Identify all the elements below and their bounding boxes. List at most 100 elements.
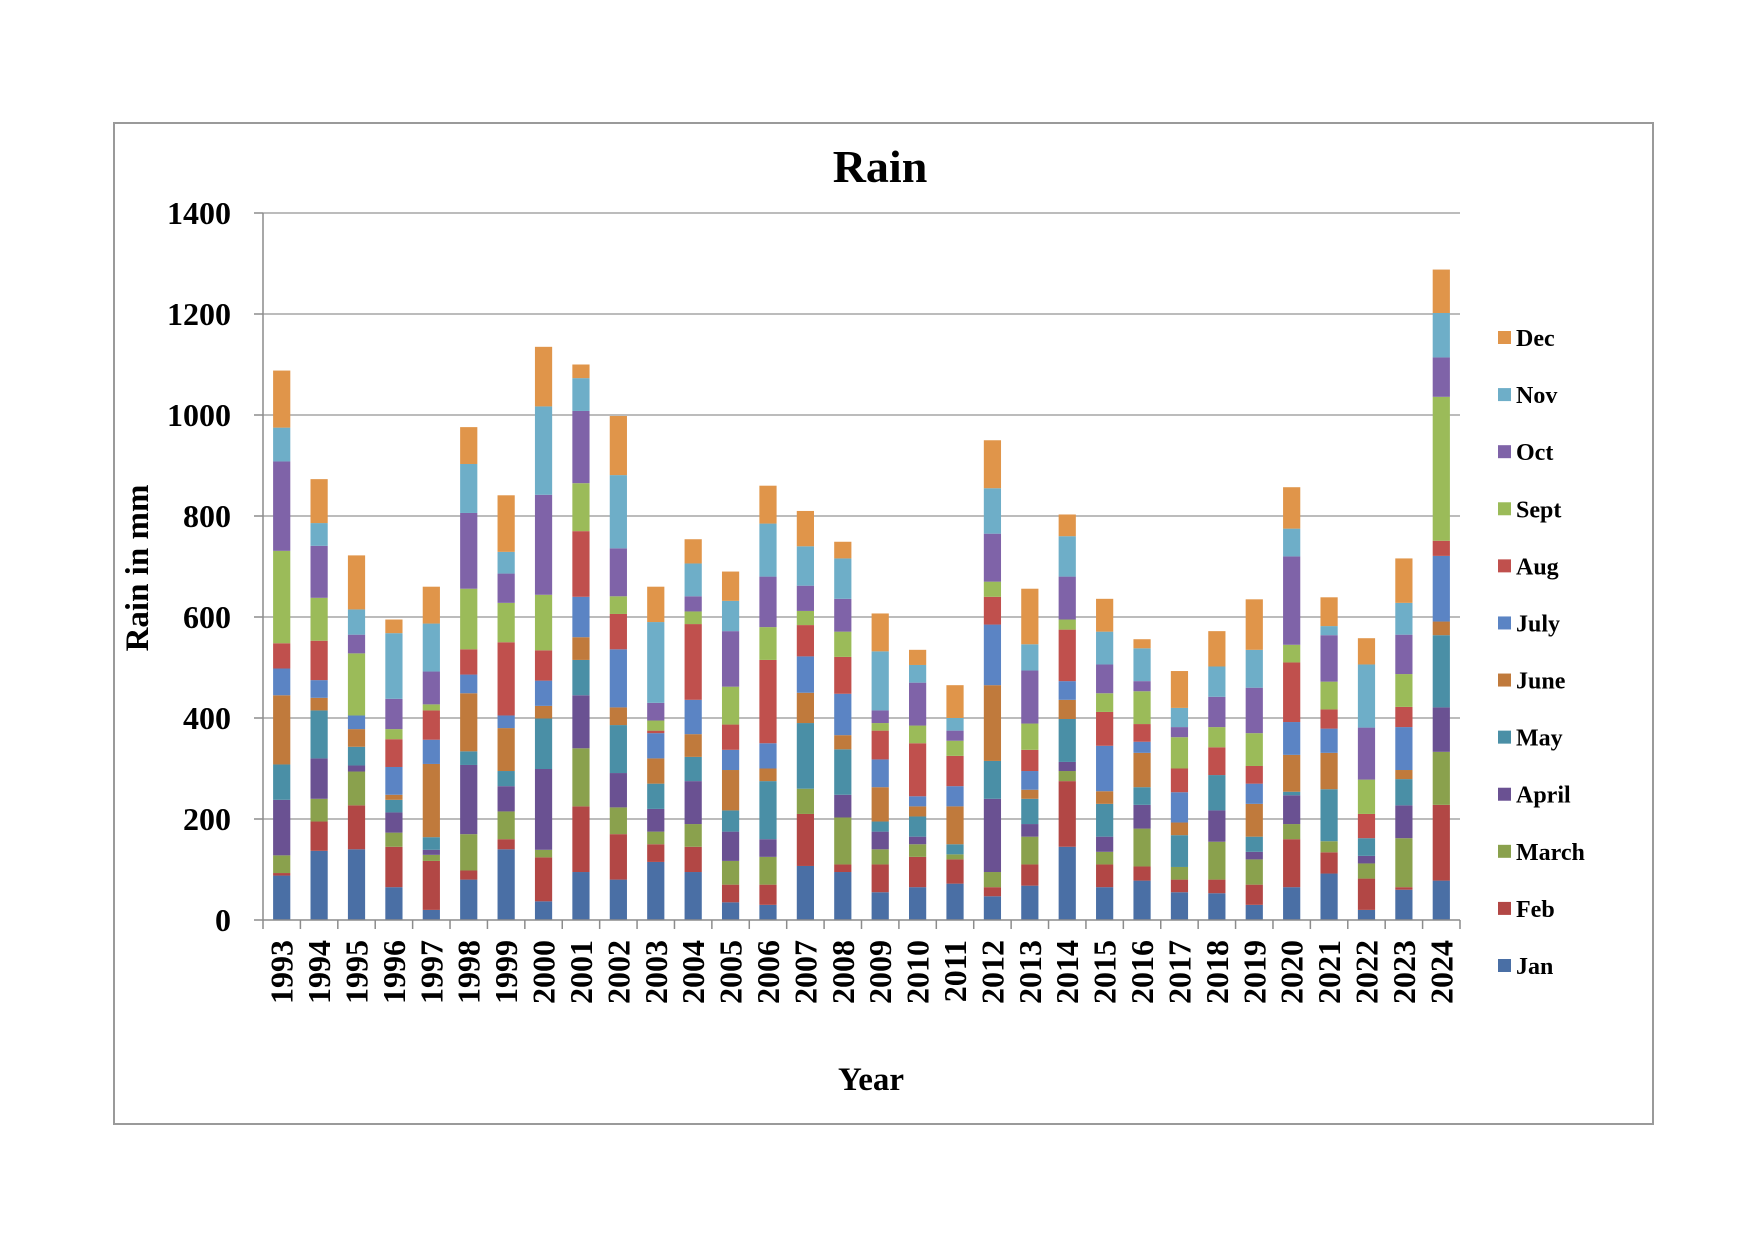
bar-june-1998 (460, 693, 478, 752)
bar-july-1997 (422, 739, 440, 764)
bar-jan-1995 (347, 849, 366, 920)
bar-feb-1998 (460, 870, 478, 880)
bar-may-2005 (721, 810, 740, 832)
bar-feb-2013 (1021, 864, 1039, 886)
legend-label: Sept (1516, 497, 1561, 523)
bar-stack-2024 (1432, 269, 1450, 920)
bar-march-2018 (1208, 841, 1226, 880)
bar-nov-1995 (347, 609, 366, 635)
legend-swatch (1498, 388, 1511, 402)
legend-item-april: April (1498, 783, 1571, 809)
legend-swatch (1498, 559, 1511, 573)
bar-july-2002 (609, 649, 627, 708)
bar-stack-2016 (1133, 639, 1151, 920)
legend-label: Dec (1516, 326, 1555, 352)
bar-march-2006 (759, 856, 777, 885)
bar-june-1997 (422, 763, 440, 838)
bar-feb-2022 (1357, 878, 1376, 910)
bar-july-2000 (534, 680, 553, 706)
bar-aug-2003 (647, 730, 665, 734)
bar-stack-1997 (422, 586, 440, 920)
bar-stack-1995 (347, 555, 366, 920)
bar-stack-2015 (1096, 598, 1114, 920)
bar-july-2005 (721, 749, 740, 771)
bar-aug-1998 (460, 649, 478, 675)
bar-feb-2001 (572, 806, 590, 873)
bar-dec-1997 (422, 586, 440, 624)
bar-sept-2022 (1357, 779, 1376, 814)
bar-feb-2009 (871, 864, 889, 893)
y-tick-label: 400 (183, 700, 231, 736)
bar-may-2001 (572, 659, 590, 696)
bar-oct-1997 (422, 671, 440, 705)
bar-sept-2019 (1245, 733, 1263, 766)
bar-may-2023 (1395, 779, 1413, 806)
bar-sept-2016 (1133, 691, 1151, 725)
bar-feb-2003 (647, 844, 665, 862)
bar-nov-2010 (909, 664, 927, 683)
x-tick-label: 2003 (638, 940, 674, 1004)
bar-may-1997 (422, 837, 440, 850)
legend-item-june: June (1498, 669, 1566, 695)
bar-june-1996 (385, 794, 403, 800)
bar-april-2023 (1395, 805, 1413, 839)
bar-dec-2007 (796, 510, 814, 547)
bar-dec-2020 (1283, 487, 1301, 529)
bar-aug-1996 (385, 739, 403, 767)
x-tick-label: 2002 (600, 940, 636, 1004)
bar-nov-2012 (983, 488, 1002, 534)
x-tick-label: 2017 (1161, 940, 1197, 1004)
bar-oct-1999 (497, 573, 515, 603)
x-tick-label: 2016 (1124, 940, 1160, 1004)
y-tick-label: 800 (183, 498, 231, 534)
bar-june-2000 (534, 705, 553, 719)
bar-nov-2007 (796, 546, 814, 586)
bar-may-2003 (647, 783, 665, 809)
bar-march-2009 (871, 849, 889, 865)
legend-label: June (1516, 669, 1566, 695)
bar-stack-1994 (310, 479, 328, 920)
bar-nov-2006 (759, 523, 777, 577)
bar-jan-2017 (1170, 892, 1189, 920)
bar-feb-2011 (946, 859, 964, 884)
bar-aug-1993 (273, 643, 291, 669)
bar-stack-2013 (1021, 588, 1039, 920)
bar-dec-2013 (1021, 588, 1039, 645)
bar-nov-1997 (422, 623, 440, 672)
bar-june-2019 (1245, 803, 1263, 837)
bar-dec-2006 (759, 485, 777, 524)
bar-jan-2015 (1096, 887, 1114, 920)
bar-jan-1997 (422, 909, 440, 920)
bar-aug-2011 (946, 755, 964, 787)
bar-sept-2008 (834, 631, 852, 657)
y-tick-label: 0 (215, 902, 231, 938)
legend-item-oct: Oct (1498, 440, 1553, 466)
bar-july-1995 (347, 715, 366, 730)
bar-feb-2005 (721, 884, 740, 903)
x-tick-label: 2010 (900, 940, 936, 1004)
legend-label: Aug (1516, 554, 1559, 580)
bar-may-1999 (497, 771, 515, 787)
x-tick-label: 2020 (1274, 940, 1310, 1004)
legend-label: Jan (1516, 954, 1553, 980)
bar-nov-2020 (1283, 528, 1301, 557)
bar-sept-2014 (1058, 619, 1076, 630)
bar-june-1999 (497, 728, 515, 772)
bar-nov-2014 (1058, 536, 1076, 577)
bar-oct-2019 (1245, 687, 1263, 734)
bar-nov-2016 (1133, 648, 1151, 682)
bar-july-2004 (684, 699, 702, 735)
bar-sept-2007 (796, 610, 814, 626)
bar-feb-2016 (1133, 866, 1151, 881)
bar-jan-2013 (1021, 885, 1039, 920)
bar-april-1998 (460, 764, 478, 835)
bar-feb-2021 (1320, 852, 1338, 874)
bar-nov-2017 (1170, 707, 1189, 728)
legend-label: Nov (1516, 383, 1557, 409)
bar-jan-1999 (497, 849, 515, 920)
bar-april-2015 (1096, 836, 1114, 852)
x-tick-label: 2011 (937, 940, 973, 1002)
bar-march-2020 (1283, 824, 1301, 840)
y-tick-label: 600 (183, 599, 231, 635)
bar-june-2014 (1058, 699, 1076, 720)
